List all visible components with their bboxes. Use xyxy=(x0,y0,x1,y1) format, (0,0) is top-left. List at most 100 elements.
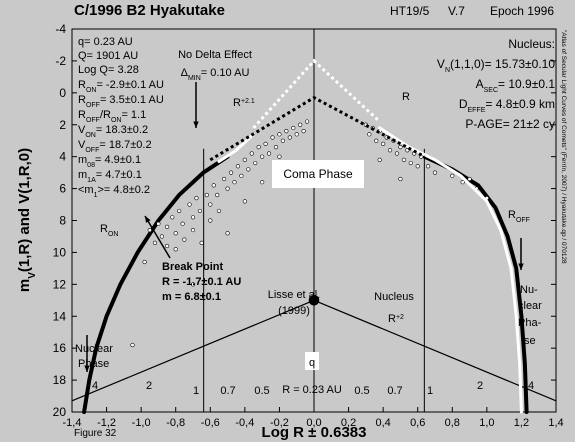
annotation-script: ON xyxy=(85,132,96,139)
data-point xyxy=(242,157,247,162)
annotation-part: q xyxy=(309,357,315,369)
data-point xyxy=(277,154,282,159)
x-tick-label: 1,2 xyxy=(514,417,529,429)
data-point xyxy=(425,164,431,169)
annotation: Q= 1901 AU xyxy=(78,50,138,62)
annotation: ΔMIN= 0.10 AU xyxy=(181,67,250,82)
y-tick-label: 10 xyxy=(53,245,67,259)
data-point xyxy=(273,144,279,150)
label-box xyxy=(272,160,364,188)
annotation: 0.7 xyxy=(220,385,235,397)
annotation-part: P-AGE= 21±2 cy xyxy=(465,117,555,131)
x-tick-label: -0,6 xyxy=(201,417,220,429)
annotation-script: SEC xyxy=(484,87,498,94)
data-point xyxy=(249,151,254,156)
data-point xyxy=(199,240,204,245)
annotation: Break Point xyxy=(162,261,223,273)
data-point xyxy=(394,151,400,156)
data-point xyxy=(197,208,203,214)
y-label-part: (1,R) and V(1,R,0) xyxy=(16,148,33,272)
annotation-script: EFFE xyxy=(467,107,485,114)
annotation-part: 1 xyxy=(193,385,199,397)
annotation: R = 0.23 AU xyxy=(282,384,342,396)
annotation: ROFF= 3.5±0.1 AU xyxy=(78,94,164,109)
data-point xyxy=(467,176,472,182)
data-point xyxy=(164,224,170,229)
data-point xyxy=(190,227,196,233)
annotation-part: m = 6.8±0.1 xyxy=(162,291,221,303)
annotation-part: = 10.9±0.1 xyxy=(498,77,555,91)
annotation-part: 4 xyxy=(92,380,98,392)
header-epoch: Epoch 1996 xyxy=(490,4,554,18)
annotation-script: 08 xyxy=(87,162,95,169)
data-point xyxy=(187,202,192,207)
annotation-script: MIN xyxy=(188,75,201,82)
annotation: Coma Phase xyxy=(283,167,353,181)
y-tick-label: 8 xyxy=(59,214,66,228)
annotation: (1999) xyxy=(278,305,310,317)
data-point xyxy=(246,167,251,172)
annotation-part: 0.7 xyxy=(387,385,402,397)
y-tick-label: 4 xyxy=(59,150,66,164)
y-tick-label: 14 xyxy=(53,309,67,323)
annotation: Phase xyxy=(78,358,109,370)
data-point xyxy=(225,186,230,191)
y-tick-label: 0 xyxy=(59,86,66,100)
data-point xyxy=(180,221,185,226)
data-point xyxy=(211,183,216,188)
annotation-part: V xyxy=(437,57,445,71)
annotation: q xyxy=(309,357,315,369)
y-tick-label: 20 xyxy=(53,405,67,419)
data-point xyxy=(298,122,303,127)
annotation-part: m xyxy=(78,169,87,181)
data-point xyxy=(374,138,379,143)
x-tick-label: 0,2 xyxy=(341,417,356,429)
y-tick-label: -2 xyxy=(55,54,66,68)
annotation: VN(1,1,0)= 15.73±0.10 xyxy=(437,57,555,74)
annotation-script: ON xyxy=(111,117,122,124)
annotation: RON= -2.9±0.1 AU xyxy=(78,79,164,94)
data-point xyxy=(208,218,213,223)
annotation: m = 6.8±0.1 xyxy=(162,291,221,303)
data-point xyxy=(377,157,382,162)
header-code: HT19/5 xyxy=(390,4,430,18)
annotation: clear xyxy=(518,300,542,312)
x-tick-label: 0,6 xyxy=(410,417,425,429)
annotation: Pha- xyxy=(518,317,542,329)
annotation-part: = 4.7±0.1 xyxy=(96,169,142,181)
annotation: DEFFE= 4.8±0.9 km xyxy=(459,97,555,114)
annotation-part: = -2.9±0.1 AU xyxy=(96,79,164,91)
annotation: RON xyxy=(100,223,118,238)
annotation: R+2.1 xyxy=(233,97,255,109)
annotation-part: 1 xyxy=(427,385,433,397)
annotation-part: se xyxy=(524,335,536,347)
annotation: P-AGE= 21±2 cy xyxy=(465,117,555,131)
annotation: m1A= 4.7±0.1 xyxy=(78,169,142,184)
data-point xyxy=(415,164,420,169)
annotation-part: D xyxy=(459,97,468,111)
data-point xyxy=(228,170,234,175)
annotation-part: Phase xyxy=(78,358,109,370)
x-axis-label: Log R ± 0.6383 xyxy=(262,424,367,441)
data-point xyxy=(242,199,247,204)
data-point xyxy=(291,125,296,131)
annotation: 1 xyxy=(193,385,199,397)
annotation-script: OFF xyxy=(85,147,99,154)
data-point xyxy=(142,259,147,265)
annotation-part: No Delta Effect xyxy=(178,49,252,61)
label-box xyxy=(305,352,319,370)
annotation: R xyxy=(402,91,410,103)
annotation-part: 0.5 xyxy=(354,385,369,397)
chart-title: C/1996 B2 Hyakutake xyxy=(74,2,225,19)
data-point xyxy=(239,173,244,178)
annotation-part: = 0.10 AU xyxy=(201,67,250,79)
annotation: Nucleus: xyxy=(508,37,555,51)
annotation-part: R = -1.7±0.1 AU xyxy=(162,276,241,288)
annotation: VOFF= 18.7±0.2 xyxy=(78,139,152,154)
annotation: VON= 18.3±0.2 xyxy=(78,124,148,139)
annotation-part: V xyxy=(78,139,86,151)
annotation-script: OFF xyxy=(86,117,100,124)
annotation-part: = 3.5±0.1 AU xyxy=(100,94,164,106)
annotation-part: R xyxy=(100,223,108,235)
data-point xyxy=(284,129,289,134)
